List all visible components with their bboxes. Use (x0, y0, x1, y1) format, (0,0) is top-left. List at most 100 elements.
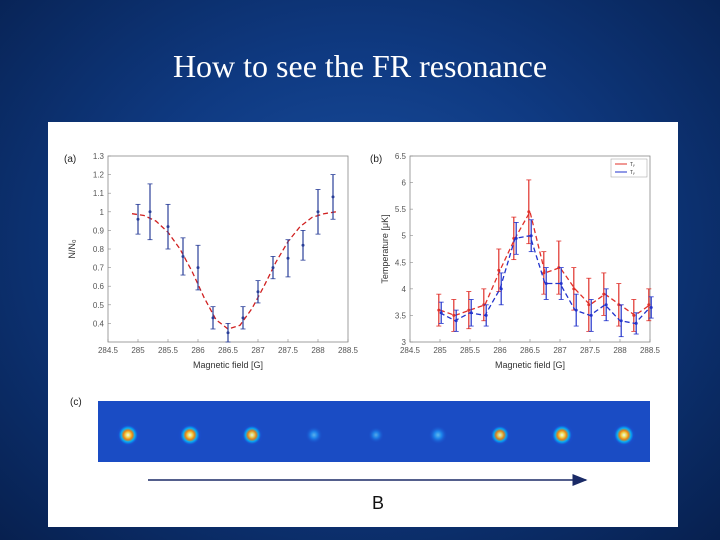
panel-a-y-tick-label: 0.9 (93, 226, 105, 235)
panel-b-series-red-point (527, 210, 531, 214)
panel-b-series-blue-point (469, 311, 473, 315)
panel-a-marks (131, 174, 337, 343)
panel-a-x-ticks: 284.5 285 285.5 286 286.5 287 287.5 288 288.5 (98, 339, 359, 355)
panel-b-series-red-point (497, 268, 501, 272)
legend-box (610, 158, 648, 178)
panel-b-series-blue-point (604, 303, 608, 307)
panel-b-series-blue-point (484, 313, 488, 317)
panel-b-series-red-point (452, 313, 456, 317)
atom-cloud (240, 423, 264, 447)
panel-a-y-tick-label: 0.7 (93, 264, 105, 273)
panel-a-x-tick-label: 285 (131, 346, 145, 355)
panel-a-y-tick-label: 0.8 (93, 245, 105, 254)
panel-a-point (241, 316, 245, 320)
panel-a-x-tick-label: 286 (191, 346, 205, 355)
panel-a-x-label: Magnetic field [G] (193, 360, 263, 370)
panel-b-series-red-line (439, 210, 651, 317)
panel-b-x-label: Magnetic field [G] (495, 360, 565, 370)
atom-clouds (116, 423, 636, 447)
panel-b-x-tick-label: 285 (433, 346, 447, 355)
panel-a-y-tick-label: 1 (100, 208, 105, 217)
panel-a-point (316, 210, 320, 214)
panel-a-x-tick-label: 286.5 (218, 346, 239, 355)
panel-b-series-red-point (542, 271, 546, 275)
panel-b-series-blue-point (454, 319, 458, 323)
panel-a-y-tick-label: 1.3 (93, 152, 105, 161)
panel-a-point (166, 225, 170, 229)
panel-a-point (136, 217, 140, 221)
panel-b-series-blue-point (589, 313, 593, 317)
panel-b-x-tick-label: 287.5 (580, 346, 601, 355)
panel-b-series-blue-point (619, 319, 623, 323)
panel-b-series-blue-point (634, 321, 638, 325)
panel-b-series-red-point (587, 303, 591, 307)
panel-b-x-tick-label: 288.5 (640, 346, 661, 355)
panel-a-fit-curve (131, 211, 337, 330)
panel-b-y-tick-label: 3.5 (395, 311, 407, 320)
atom-cloud (550, 423, 574, 447)
panel-a-x-tick-label: 288.5 (338, 346, 359, 355)
panel-b-y-tick-label: 4 (402, 285, 407, 294)
panel-b-series-red-point (467, 308, 471, 312)
panel-b-series-red-point (647, 303, 651, 307)
panel-a-point (331, 195, 335, 199)
panel-a-frame (107, 155, 349, 343)
panel-a-point (181, 254, 185, 258)
panel-b-x-tick-label: 284.5 (400, 346, 421, 355)
panel-a-point (196, 266, 200, 270)
atom-cloud (428, 425, 448, 445)
panel-b-series-red-point (602, 292, 606, 296)
atom-cloud (368, 427, 384, 443)
panel-b-series-blue-point (439, 311, 443, 315)
panel-a-point (286, 256, 290, 260)
panel-b-y-tick-label: 3 (402, 338, 407, 347)
panel-b-y-label: Temperature [μK] (380, 214, 390, 283)
atom-cloud (116, 423, 140, 447)
panel-a-label: (a) (64, 154, 76, 165)
panel-a-point (211, 316, 215, 320)
panel-b-x-ticks: 284.5 285 285.5 286 286.5 287 287.5 288 288.5 (400, 339, 661, 355)
panel-b-y-tick-label: 4.5 (395, 258, 407, 267)
legend-entry-blue: Tᵧ (630, 170, 635, 176)
panel-b-x-tick-label: 286.5 (520, 346, 541, 355)
figure: (a) 0.40.50.60.70.80.911.11.21.3 284.5 28… (64, 152, 661, 513)
panel-b-x-tick-label: 286 (493, 346, 507, 355)
panel-a-x-tick-label: 287.5 (278, 346, 299, 355)
panel-a-x-tick-label: 285.5 (158, 346, 179, 355)
panel-b-label: (b) (370, 154, 382, 165)
panel-a-y-tick-label: 0.5 (93, 301, 105, 310)
panel-b-x-tick-label: 287 (553, 346, 567, 355)
panel-a-y-tick-label: 0.6 (93, 282, 105, 291)
panel-b-y-tick-label: 5.5 (395, 205, 407, 214)
panel-b-x-tick-label: 288 (613, 346, 627, 355)
panel-b-legend: Tᵧ Tᵧ (610, 158, 648, 178)
panel-b-series-blue-point (514, 236, 518, 240)
panel-b-series-blue-point (559, 282, 563, 286)
panel-b-series-red-point (437, 308, 441, 312)
panel-b-y-tick-label: 6 (402, 179, 407, 188)
panel-a-y-label: N/N₀ (67, 239, 77, 258)
panel-b-y-ticks: 3 3.5 4 4.5 5 5.5 6 6.5 (395, 152, 413, 347)
panel-b-series-red-point (632, 313, 636, 317)
panel-b-marks (436, 179, 654, 338)
atom-cloud (178, 423, 202, 447)
atom-cloud (489, 424, 511, 446)
slide-title: How to see the FR resonance (172, 48, 548, 84)
panel-a-point (271, 266, 275, 270)
figure-panel: (a) 0.4 0.5 0.6 0.7 0.8 0.9 1 1.1 1.2 1.3 284.5 28… (48, 122, 678, 527)
panel-b-series-blue-line (439, 234, 651, 325)
panel-b-series-blue-point (544, 282, 548, 286)
panel-b-series-blue-point (529, 234, 533, 238)
panel-a-y-tick-label: 1.2 (93, 171, 105, 180)
atom-cloud (612, 423, 636, 447)
panel-b-series-blue-point (499, 287, 503, 291)
panel-b-series-blue-point (574, 308, 578, 312)
panel-b-y-tick-label: 6.5 (395, 152, 407, 161)
panel-a-point (226, 331, 230, 335)
panel-a-point (256, 290, 260, 294)
panel-a-x-tick-label: 288 (311, 346, 325, 355)
field-arrow-label: B (372, 493, 384, 513)
panel-a-point (148, 210, 152, 214)
panel-a-y-tick-label: 0.4 (93, 319, 105, 328)
panel-b-y-tick-label: 5 (402, 232, 407, 241)
